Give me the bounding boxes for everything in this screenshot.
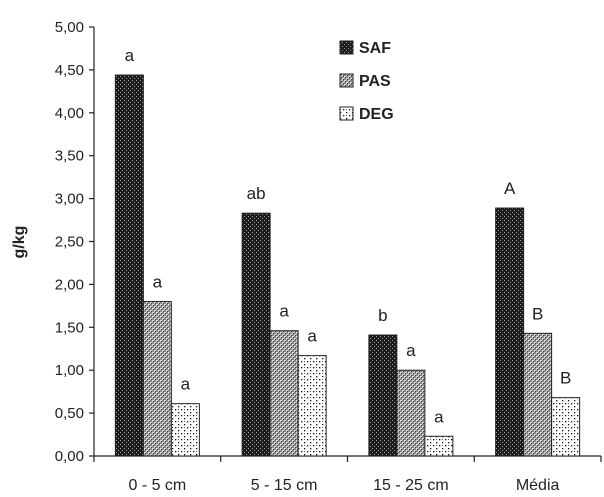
bar-annotation: a	[406, 341, 416, 360]
bar-annotation: A	[504, 179, 516, 198]
bar-pas	[523, 332, 553, 457]
bars	[114, 74, 581, 457]
bar-saf	[495, 207, 525, 457]
category-label: 5 - 15 cm	[251, 477, 318, 494]
y-tick-label: 5,00	[55, 19, 84, 36]
bar-deg	[170, 403, 200, 457]
y-tick-label: 0,50	[55, 405, 84, 422]
bar-annotation: B	[532, 304, 543, 323]
category-labels: 0 - 5 cm 5 - 15 cm 15 - 25 cm Média	[128, 477, 559, 494]
legend-label: PAS	[359, 73, 391, 90]
y-ticks: 0,00 0,50 1,00 1,50 2,00 2,50 3,00 3,50 4,00 4,50…	[55, 19, 94, 465]
bar-saf	[114, 74, 144, 457]
y-tick-label: 1,00	[55, 362, 84, 379]
bar-annotation: a	[153, 273, 163, 292]
bar-annotation: a	[181, 375, 191, 394]
bar-saf	[368, 334, 398, 457]
y-tick-label: 2,50	[55, 234, 84, 251]
bar-pas	[142, 301, 172, 457]
bar-annotation: b	[378, 306, 387, 325]
category-label: 0 - 5 cm	[128, 477, 186, 494]
legend-swatch-pas	[339, 73, 354, 88]
y-tick-label: 3,00	[55, 191, 84, 208]
x-ticks	[93, 456, 602, 462]
y-tick-label: 0,00	[55, 448, 84, 465]
bar-annotation: a	[434, 407, 444, 426]
bar-annotation: a	[307, 327, 317, 346]
y-tick-label: 3,50	[55, 148, 84, 165]
bar-pas	[396, 369, 426, 457]
bar-annotation: a	[125, 46, 135, 65]
bar-saf	[241, 212, 271, 457]
y-tick-label: 2,00	[55, 276, 84, 293]
legend-label: SAF	[359, 40, 391, 57]
y-tick-label: 4,00	[55, 105, 84, 122]
category-label: 15 - 25 cm	[373, 477, 449, 494]
y-axis-label: g/kg	[11, 226, 28, 259]
category-label: Média	[516, 477, 560, 494]
bar-deg	[424, 435, 454, 457]
y-tick-label: 4,50	[55, 62, 84, 79]
legend: SAF PAS DEG	[339, 40, 394, 123]
bar-deg	[297, 355, 327, 457]
legend-label: DEG	[359, 106, 394, 123]
legend-swatch-deg	[339, 106, 354, 121]
bar-annotation: ab	[247, 184, 266, 203]
bar-annotation: a	[279, 302, 289, 321]
legend-swatch-saf	[339, 40, 354, 55]
bar-annotation: B	[560, 369, 571, 388]
bar-deg	[551, 397, 581, 457]
bar-pas	[269, 330, 299, 457]
y-tick-label: 1,50	[55, 319, 84, 336]
